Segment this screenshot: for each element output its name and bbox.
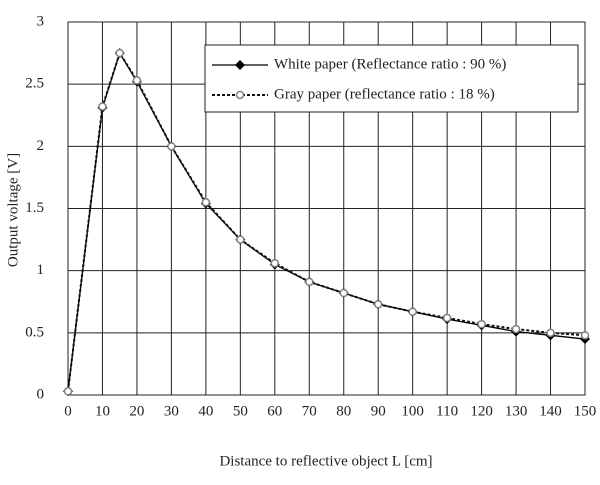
x-tick-label: 70 [302,403,317,419]
x-axis-label: Distance to reflective object L [cm] [219,453,432,469]
x-tick-label: 130 [505,403,528,419]
marker [167,142,176,151]
marker [408,307,417,316]
x-tick-label: 100 [401,403,424,419]
marker [580,331,590,340]
x-tick-label: 10 [95,403,110,419]
x-tick-label: 30 [164,403,179,419]
marker [511,324,521,334]
x-tick-label: 110 [436,403,458,419]
marker [546,328,555,338]
x-tick-label: 120 [470,403,493,419]
x-tick-label: 140 [539,403,562,419]
x-tick-label: 50 [233,403,248,419]
y-tick-label: 0 [37,386,45,402]
marker [373,299,383,309]
x-tick-label: 60 [267,403,282,419]
y-tick-label: 3 [37,13,45,29]
x-tick-label: 80 [336,403,351,419]
x-tick-label: 0 [64,403,72,419]
marker [236,235,245,244]
marker [98,102,107,111]
y-tick-label: 2 [37,138,45,154]
legend-box [204,44,579,113]
marker [201,198,211,207]
y-tick-label: 1 [37,262,45,278]
marker [442,313,452,323]
y-tick-label: 1.5 [25,200,44,216]
marker [305,277,314,287]
x-tick-label: 90 [371,403,386,419]
marker [132,76,142,85]
marker [339,288,348,298]
legend-label: White paper (Reflectance ratio : 90 %) [274,56,506,72]
y-tick-label: 0.5 [25,324,44,340]
marker [235,90,245,100]
x-tick-label: 20 [129,403,144,419]
marker [477,319,486,329]
marker [63,387,73,396]
x-tick-label: 150 [574,403,597,419]
marker [270,258,280,268]
legend-label: Gray paper (reflectance ratio : 18 %) [274,86,495,102]
y-tick-label: 2.5 [25,76,44,92]
marker [115,48,124,58]
plot-frame [67,21,586,396]
x-tick-label: 40 [198,403,213,419]
y-axis-label: Output voltage [V] [5,153,21,267]
marker [235,60,245,70]
